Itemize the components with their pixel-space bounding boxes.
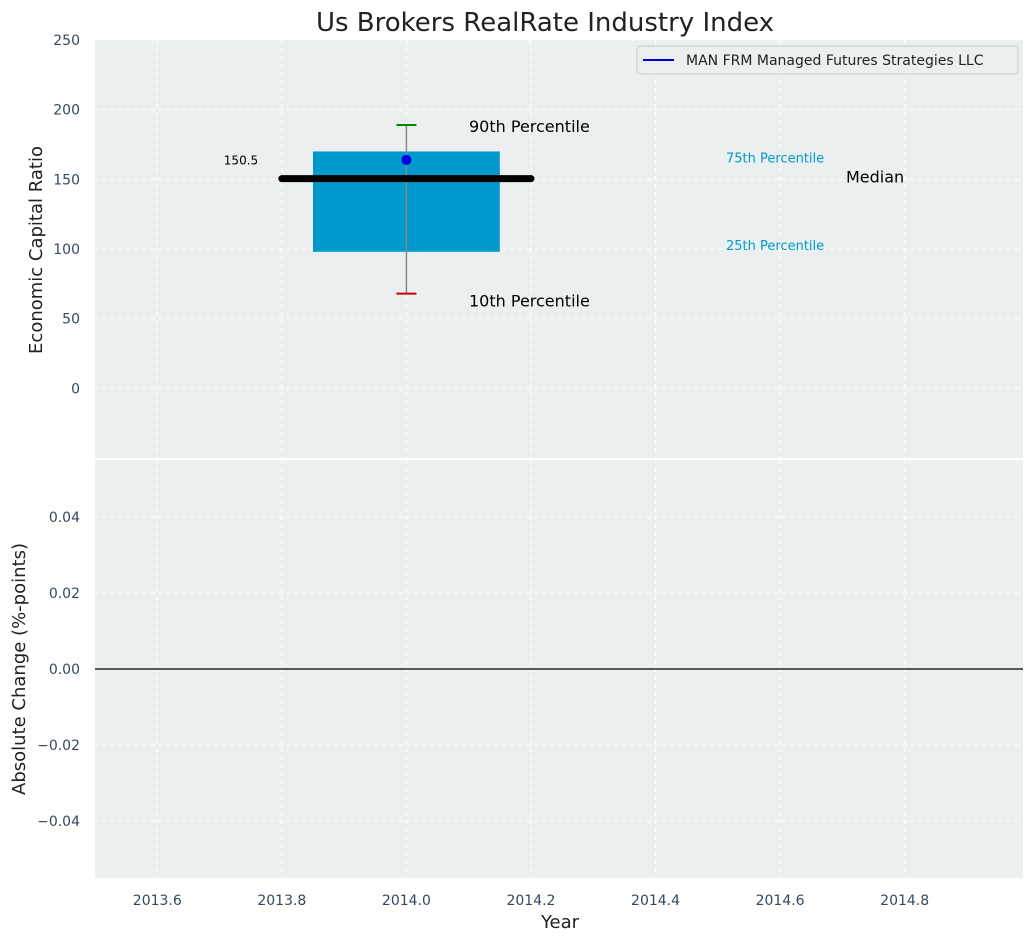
percentile-annotations: 90th Percentile 10th Percentile 75th Perce… — [469, 117, 904, 311]
top-grid — [95, 39, 1023, 458]
top-y-tick-label: 50 — [62, 312, 80, 328]
top-panel: 0 50 100 150 200 250 Economic Capital Ratio 1… — [26, 33, 1023, 458]
p90-annotation: 90th Percentile — [469, 117, 590, 136]
legend-label: MAN FRM Managed Futures Strategies LLC — [686, 53, 984, 69]
top-y-tick-label: 150 — [53, 172, 80, 188]
bottom-y-tick-label: 0.00 — [49, 662, 80, 678]
p10-annotation: 10th Percentile — [469, 292, 590, 311]
top-y-tick-label: 250 — [53, 33, 80, 49]
p25-annotation: 25th Percentile — [726, 239, 824, 254]
x-axis-label: Year — [540, 912, 580, 933]
x-tick-label: 2014.6 — [756, 893, 805, 909]
top-y-tick-label: 200 — [53, 103, 80, 119]
legend: MAN FRM Managed Futures Strategies LLC — [636, 45, 1019, 75]
x-tick-label: 2013.8 — [257, 893, 306, 909]
x-tick-label: 2014.0 — [382, 893, 431, 909]
bottom-y-ticks: 0.04 0.02 0.00 −0.02 −0.04 — [37, 510, 80, 830]
company-value-point — [401, 154, 412, 165]
x-tick-label: 2014.8 — [880, 893, 929, 909]
top-y-axis-label: Economic Capital Ratio — [26, 146, 47, 354]
bottom-y-tick-label: −0.04 — [37, 814, 80, 830]
chart-title: Us Brokers RealRate Industry Index — [316, 8, 774, 38]
top-y-tick-label: 0 — [71, 381, 80, 397]
x-ticks: 2013.6 2013.8 2014.0 2014.2 2014.4 2014.6 2014… — [133, 893, 929, 909]
median-annotation: Median — [846, 168, 904, 187]
bottom-y-tick-label: −0.02 — [37, 738, 80, 754]
x-tick-label: 2013.6 — [133, 893, 182, 909]
bottom-y-axis-label: Absolute Change (%-points) — [9, 543, 30, 795]
x-tick-label: 2014.2 — [506, 893, 555, 909]
bottom-y-tick-label: 0.02 — [49, 586, 80, 602]
legend-box — [636, 45, 1019, 75]
median-value-label: 150.5 — [224, 154, 258, 168]
bottom-panel: 0.04 0.02 0.00 −0.02 −0.04 Absolute Change (… — [9, 460, 1023, 878]
panel-divider — [95, 458, 1023, 460]
x-tick-label: 2014.4 — [631, 893, 680, 909]
top-y-tick-label: 100 — [53, 242, 80, 258]
bottom-y-tick-label: 0.04 — [49, 510, 80, 526]
p75-annotation: 75th Percentile — [726, 151, 824, 166]
box-plot: 150.5 — [224, 123, 535, 295]
top-y-ticks: 0 50 100 150 200 250 — [53, 33, 80, 397]
